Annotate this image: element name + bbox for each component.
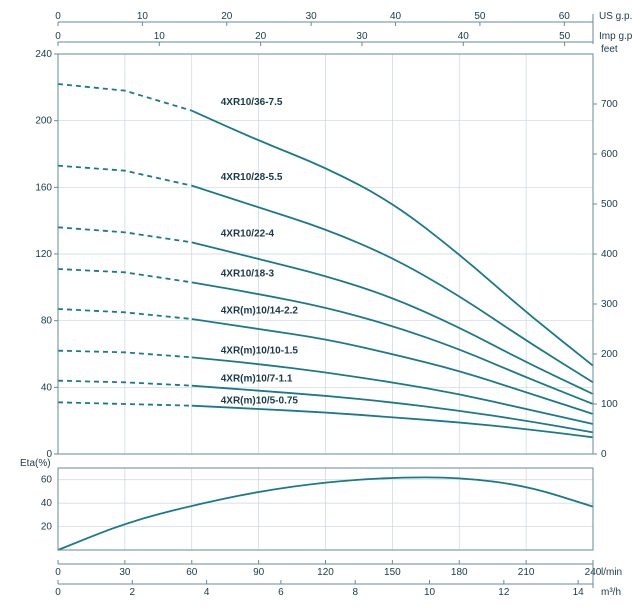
tick-label: 6 [278,587,284,598]
tick-label-feet: 200 [601,349,618,360]
tick-label-feet: 400 [601,249,618,260]
tick-label: 14 [573,587,585,598]
tick-label: 80 [41,316,53,327]
tick-label-feet: 0 [601,449,607,460]
tick-label: 30 [306,11,318,22]
series-label: 4XR(m)10/10-1.5 [221,345,299,356]
series-label: 4XR(m)10/14-2.2 [221,305,299,316]
pump-performance-chart: 0102030405060US g.p.m01020304050Imp g.p.… [8,8,633,604]
tick-label: 20 [255,31,267,42]
tick-label: 2 [130,587,136,598]
tick-label: 120 [35,249,52,260]
axis-label-impgpm: Imp g.p.m [599,31,633,42]
tick-label: 210 [518,567,535,578]
tick-label: 150 [384,567,401,578]
tick-label: 50 [559,31,571,42]
tick-label: 10 [137,11,149,22]
tick-label: 10 [424,587,436,598]
tick-label-feet: 100 [601,399,618,410]
tick-label: 240 [35,49,52,60]
tick-label: 0 [55,31,61,42]
tick-label: 30 [119,567,131,578]
tick-label: 180 [451,567,468,578]
axis-label-usgpm: US g.p.m [599,11,633,22]
axis-label-m3h: m³/h [601,587,621,598]
series-label: 4XR10/28-5.5 [221,172,283,183]
series-label: 4XR(m)10/5-0.75 [221,395,299,406]
tick-label: 0 [55,11,61,22]
tick-label-feet: 300 [601,299,618,310]
tick-label: 20 [221,11,233,22]
tick-label: 10 [154,31,166,42]
tick-label: 160 [35,182,52,193]
tick-label-feet: 700 [601,99,618,110]
tick-label: 120 [317,567,334,578]
tick-label: 60 [559,11,571,22]
tick-label: 12 [498,587,510,598]
tick-label-feet: 500 [601,199,618,210]
tick-label: 40 [458,31,470,42]
tick-label: 90 [253,567,265,578]
tick-label: 200 [35,116,52,127]
series-label: 4XR(m)10/7-1.1 [221,374,293,385]
tick-label: 40 [390,11,402,22]
tick-label: 0 [55,587,61,598]
tick-label-feet: 600 [601,149,618,160]
tick-label: 8 [352,587,358,598]
eta-axis-label: Eta(%) [20,458,51,469]
axis-label-feet: feet [601,44,618,55]
axis-label-lmin: l/min [601,567,622,578]
tick-label: 30 [356,31,368,42]
tick-label: 50 [474,11,486,22]
tick-label: 60 [186,567,198,578]
tick-label: 4 [204,587,210,598]
tick-label: 60 [41,475,53,486]
series-label: 4XR10/22-4 [221,229,275,240]
tick-label: 20 [41,522,53,533]
tick-label: 40 [41,382,53,393]
tick-label: 0 [55,567,61,578]
series-label: 4XR10/36-7.5 [221,97,283,108]
tick-label: 40 [41,498,53,509]
series-label: 4XR10/18-3 [221,269,275,280]
